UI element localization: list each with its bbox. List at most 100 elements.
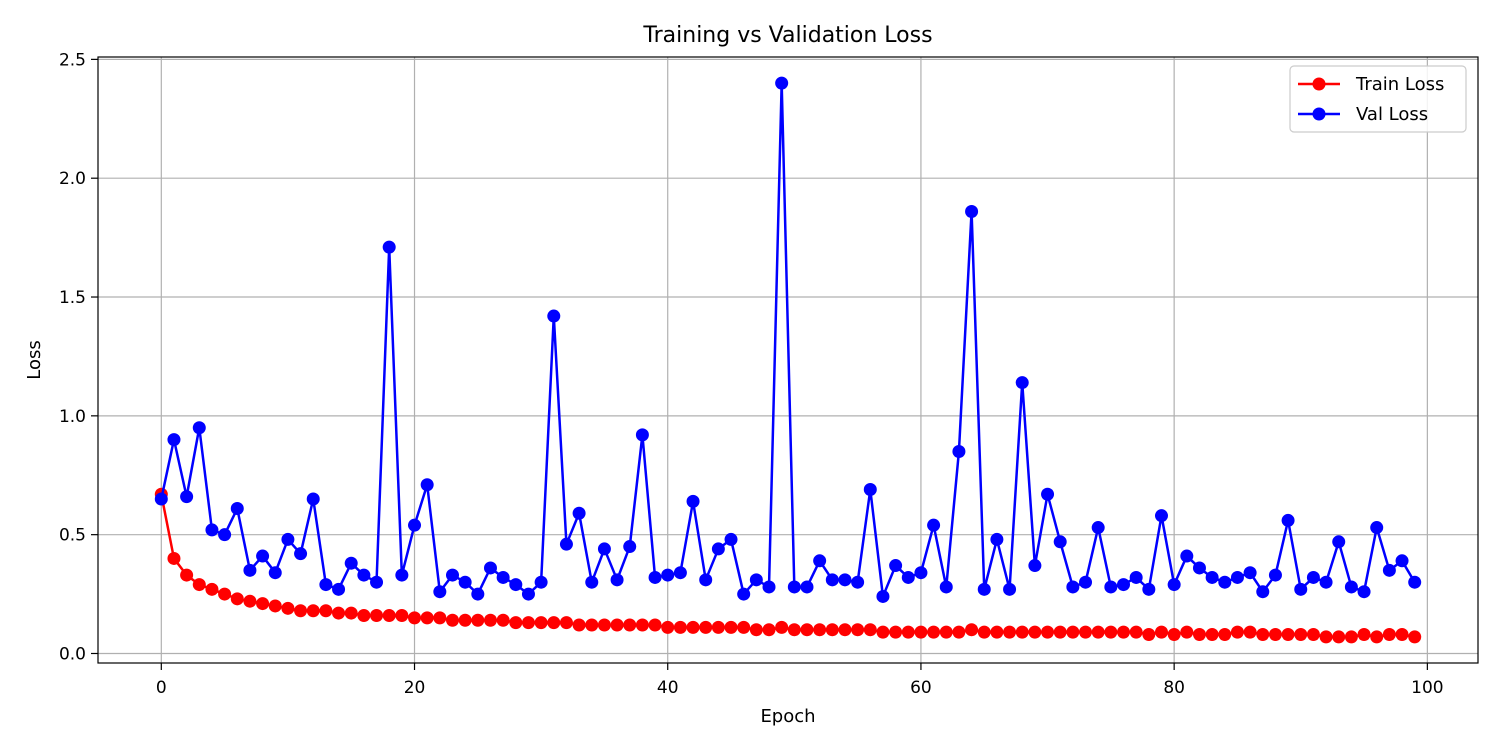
val-loss-point [357,568,371,582]
train-loss-point [1142,627,1156,641]
train-loss-point [990,625,1004,639]
val-loss-point [306,492,320,506]
train-loss-point [901,625,915,639]
train-loss-point [1053,625,1067,639]
train-loss-point [1003,625,1017,639]
train-loss-point [509,616,523,630]
val-loss-point [1294,582,1308,596]
val-loss-point [673,566,687,580]
val-loss-point [952,444,966,458]
val-loss-point [1028,559,1042,573]
val-loss-point [205,523,219,537]
val-loss-point [230,502,244,516]
val-loss-point [370,575,384,589]
train-loss-point [1079,625,1093,639]
series-train-loss [154,487,1422,644]
val-loss-point [648,570,662,584]
train-loss-point [1268,627,1282,641]
train-loss-point [572,618,586,632]
val-loss-line [160,81,1416,598]
train-loss-point [1066,625,1080,639]
train-loss-point [167,551,181,565]
val-loss-point [218,528,232,542]
val-loss-point [775,76,789,90]
val-loss-point [547,309,561,323]
val-loss-point [749,573,763,587]
val-loss-point [509,578,523,592]
train-loss-point [1167,627,1181,641]
val-loss-point [281,532,295,546]
val-loss-point [1281,513,1295,527]
x-tick-label: 80 [1163,678,1185,698]
val-loss-point [1041,487,1055,501]
train-loss-point [1306,627,1320,641]
train-loss-point [1117,625,1130,639]
train-loss-point [1370,630,1384,644]
val-loss-point [939,580,953,594]
val-loss-point [446,568,459,582]
x-tick-label: 20 [404,678,426,698]
y-tick-label: 1.5 [59,288,86,308]
plot-frame [97,56,1479,664]
train-loss-point [749,623,763,637]
train-loss-point [1180,625,1194,639]
train-loss-point [496,613,510,627]
train-loss-point [939,625,953,639]
val-loss-point [1332,535,1346,549]
train-loss-point [585,618,599,632]
val-loss-point [1180,549,1194,563]
val-loss-point [496,570,510,584]
val-loss-point [1079,575,1093,589]
train-loss-point [1256,627,1270,641]
train-loss-point [889,625,903,639]
val-loss-point [1370,521,1384,535]
x-tick-label: 100 [1411,678,1443,698]
val-loss-point [483,561,497,575]
train-loss-point [673,620,687,634]
train-loss-point [218,587,232,601]
train-loss-point [965,623,979,637]
val-loss-point [1129,570,1143,584]
val-loss-point [1218,575,1232,589]
train-loss-point [787,623,801,637]
val-loss-point [192,421,206,435]
train-loss-point [610,618,624,632]
train-loss-point [306,604,320,618]
val-loss-point [1408,575,1422,589]
train-loss-point [800,623,814,637]
train-loss-point [483,613,497,627]
grid [98,57,1478,663]
val-loss-point [471,587,485,601]
train-loss-point [952,625,966,639]
x-tick-label: 0 [156,678,167,698]
train-loss-point [914,625,928,639]
train-loss-point [1015,625,1029,639]
val-loss-point [167,433,181,447]
legend: Train Loss Val Loss [1289,65,1467,133]
x-tick-label: 40 [657,678,679,698]
legend-label-val: Val Loss [1356,104,1428,125]
val-loss-point [344,556,358,570]
val-loss-point [1395,554,1409,568]
val-loss-point [1053,535,1067,549]
train-loss-point [1408,630,1422,644]
val-loss-point [1357,585,1371,599]
train-loss-point [1129,625,1143,639]
val-loss-point [395,568,409,582]
val-loss-point [977,582,991,596]
val-loss-point [1205,570,1219,584]
legend-marker-train [1312,77,1326,91]
val-loss-point [686,494,700,508]
train-loss-point [1382,627,1396,641]
val-loss-point [1003,582,1017,596]
train-loss-point [294,604,308,618]
train-loss-point [534,616,548,630]
val-loss-point [1142,582,1156,596]
train-loss-point [1281,627,1295,641]
val-loss-point [332,582,346,596]
val-loss-point [1268,568,1282,582]
val-loss-point [294,547,308,561]
train-loss-point [1319,630,1333,644]
train-loss-point [623,618,637,632]
train-loss-point [597,618,611,632]
